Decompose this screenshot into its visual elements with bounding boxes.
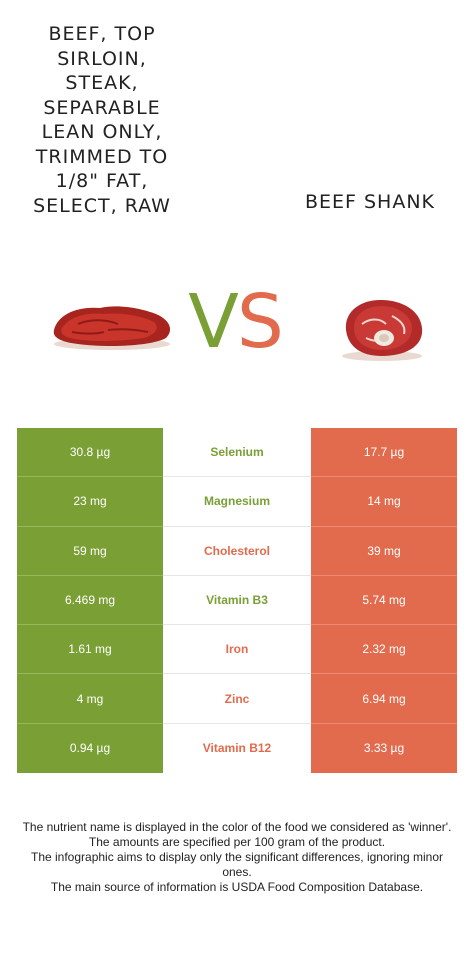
table-row: 1.61 mg Iron 2.32 mg <box>17 625 457 675</box>
right-value: 17.7 µg <box>311 428 457 478</box>
nutrient-name: Vitamin B3 <box>163 575 311 626</box>
right-food-title: BEEF SHANK <box>304 191 436 213</box>
left-value: 30.8 µg <box>17 428 163 478</box>
left-value: 1.61 mg <box>17 625 163 675</box>
left-value: 4 mg <box>17 674 163 724</box>
nutrient-name: Cholesterol <box>163 526 311 576</box>
nutrient-name: Iron <box>163 625 311 675</box>
right-value: 3.33 µg <box>311 723 457 774</box>
table-row: 30.8 µg Selenium 17.7 µg <box>17 428 457 478</box>
nutrient-name: Magnesium <box>163 477 311 527</box>
right-value: 6.94 mg <box>311 674 457 724</box>
footer-line-aim: The infographic aims to display only the… <box>31 850 443 879</box>
left-value: 6.469 mg <box>17 575 163 626</box>
left-value: 23 mg <box>17 477 163 527</box>
nutrient-name: Vitamin B12 <box>163 723 311 774</box>
vs-label: VS <box>182 282 288 362</box>
right-value: 5.74 mg <box>311 575 457 626</box>
left-value: 59 mg <box>17 526 163 576</box>
table-row: 4 mg Zinc 6.94 mg <box>17 674 457 724</box>
nutrient-name: Zinc <box>163 674 311 724</box>
footer-line-winner: The nutrient name is displayed in the co… <box>22 820 452 834</box>
right-value: 14 mg <box>311 477 457 527</box>
footer-line-amounts: The amounts are specified per 100 gram o… <box>88 835 386 849</box>
vs-v-letter: V <box>188 279 239 365</box>
table-row: 59 mg Cholesterol 39 mg <box>17 526 457 576</box>
nutrient-comparison-table: 30.8 µg Selenium 17.7 µg 23 mg Magnesium 14 m… <box>17 428 457 774</box>
right-value: 39 mg <box>311 526 457 576</box>
footer-notes: The nutrient name is displayed in the co… <box>16 820 458 895</box>
nutrient-name: Selenium <box>163 428 311 478</box>
table-row: 6.469 mg Vitamin B3 5.74 mg <box>17 575 457 626</box>
vs-s-letter: S <box>236 279 284 365</box>
raw-beef-steak-image <box>53 306 171 350</box>
left-food-title: BEEF, TOP SIRLOIN, STEAK, SEPARABLE LEAN… <box>33 23 171 217</box>
table-row: 23 mg Magnesium 14 mg <box>17 477 457 527</box>
table-row: 0.94 µg Vitamin B12 3.33 µg <box>17 723 457 774</box>
footer-line-source: The main source of information is USDA F… <box>50 880 424 894</box>
right-value: 2.32 mg <box>311 625 457 675</box>
left-value: 0.94 µg <box>17 723 163 774</box>
beef-shank-image <box>342 300 423 361</box>
